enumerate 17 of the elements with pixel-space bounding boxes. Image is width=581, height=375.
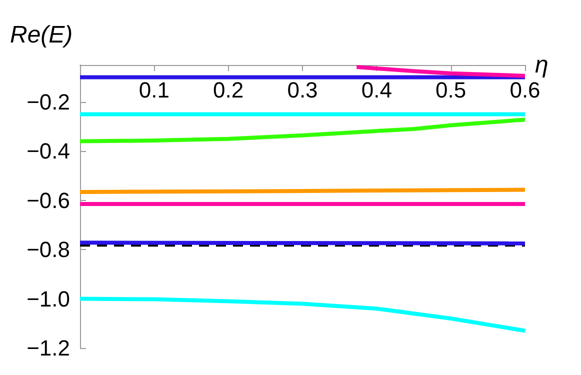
x-tick-label: 0.1 (138, 78, 170, 102)
line-series (354, 64, 527, 78)
y-tick-label: −0.8 (26, 237, 70, 262)
x-tick-label: 0.5 (436, 78, 466, 102)
y-tick-label: −1.0 (26, 286, 70, 312)
y-tick-label: −0.4 (26, 138, 70, 164)
line-series (78, 118, 527, 144)
line-series (78, 296, 527, 333)
y-tick-label: −0.2 (26, 89, 70, 114)
y-tick-label: −1.2 (26, 336, 70, 360)
x-tick-label: 0.3 (287, 78, 318, 102)
x-tick-label: 0.6 (510, 78, 540, 102)
x-axis-title: η (535, 52, 548, 78)
y-axis-title: Re(E) (10, 22, 73, 48)
y-tick-label: −0.6 (26, 188, 70, 213)
x-tick-label: 0.4 (361, 78, 392, 102)
x-tick-label: 0.2 (213, 78, 244, 102)
